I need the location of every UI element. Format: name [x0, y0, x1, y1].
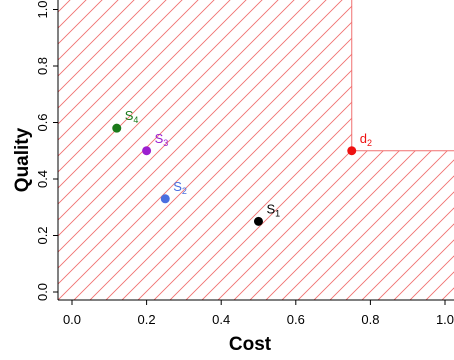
hatch-line: [335, 0, 454, 300]
hatch-line: [79, 0, 411, 300]
hatch-line: [58, 0, 379, 300]
data-point: [160, 194, 170, 204]
hatch-line: [58, 0, 155, 300]
hatch-line: [415, 0, 454, 300]
hatch-line: [58, 0, 267, 300]
data-point: [142, 146, 152, 156]
data-point-label: S1: [267, 201, 281, 218]
hatch-line: [143, 0, 454, 300]
data-point: [347, 146, 357, 156]
hatch-line: [111, 0, 443, 300]
dominated-region: [0, 0, 454, 310]
hatch-line: [58, 0, 139, 300]
hatch-line: [159, 0, 454, 300]
y-tick-label: 0.6: [35, 113, 50, 131]
hatch-line: [58, 0, 347, 300]
axes: 0.0 0.2 0.4 0.6 0.8 1.0 0.0 0.2 0.4 0.6 0.8 1.0: [35, 0, 454, 327]
hatch-line: [447, 0, 454, 300]
x-tick-label: 0.2: [138, 312, 156, 327]
y-tick-label: 0.8: [35, 57, 50, 75]
hatch-line: [58, 0, 187, 300]
hatch-line: [351, 0, 454, 300]
y-tick-label: 1.0: [35, 0, 50, 18]
hatch-line: [223, 0, 454, 300]
data-points: S1 S2 S3 S4 d2: [112, 108, 372, 226]
hatch-line: [58, 0, 315, 300]
hatch-line: [63, 0, 395, 300]
hatch-line: [255, 0, 454, 300]
hatch-line: [58, 0, 219, 300]
hatch-line: [58, 0, 123, 300]
data-point-label: S2: [173, 179, 187, 196]
x-tick-label: 0.0: [63, 312, 81, 327]
x-axis-title: Cost: [229, 334, 272, 355]
hatch-line: [58, 0, 251, 300]
hatch-line: [58, 0, 299, 300]
y-tick-label: 0.4: [35, 170, 50, 188]
hatch-line: [58, 0, 331, 300]
data-point-label: S4: [125, 108, 139, 125]
data-point-label: S3: [155, 131, 169, 148]
hatch-line: [58, 0, 363, 300]
data-point: [112, 123, 122, 133]
hatch-line: [303, 0, 454, 300]
hatch-line: [58, 0, 283, 300]
hatch-line: [58, 0, 203, 300]
x-tick-label: 1.0: [436, 312, 454, 327]
data-point: [254, 216, 263, 226]
hatch-line: [383, 0, 454, 300]
hatch-line: [0, 0, 10, 310]
x-tick-label: 0.4: [212, 312, 230, 327]
hatch-line: [287, 0, 454, 300]
x-tick-label: 0.6: [287, 312, 305, 327]
hatch-line: [58, 0, 171, 300]
hatch-line: [319, 0, 454, 300]
data-point-label: d2: [360, 131, 372, 148]
hatch-line: [127, 0, 454, 300]
x-tick-label: 0.8: [361, 312, 379, 327]
y-tick-label: 0.0: [35, 283, 50, 301]
hatch-line: [367, 0, 454, 300]
hatch-line: [58, 0, 235, 300]
y-axis-title: Quality: [12, 127, 33, 192]
y-tick-label: 0.2: [35, 226, 50, 244]
